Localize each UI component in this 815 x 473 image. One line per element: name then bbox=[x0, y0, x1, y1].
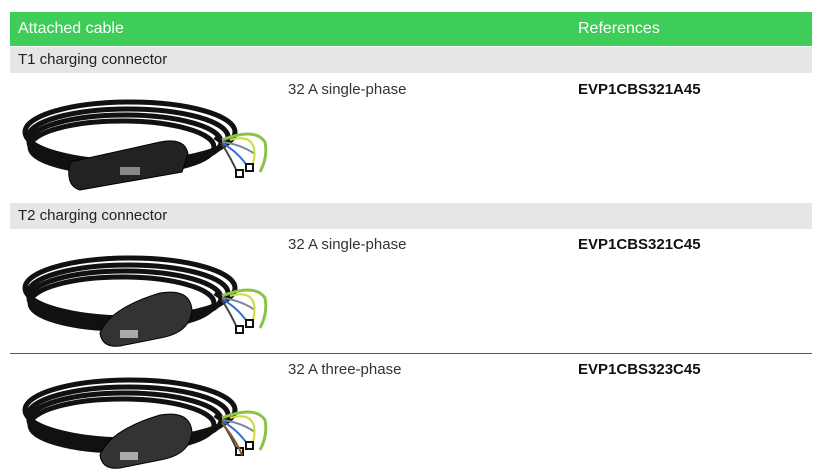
header-cell: Attached cable bbox=[18, 20, 124, 37]
product-image bbox=[10, 360, 280, 469]
row-description: 32 A single-phase bbox=[288, 81, 407, 98]
section-bar bbox=[10, 203, 812, 229]
section-bar bbox=[10, 47, 812, 73]
row-description: 32 A single-phase bbox=[288, 236, 407, 253]
header-bar bbox=[10, 12, 812, 46]
product-image bbox=[10, 238, 280, 347]
header-cell: References bbox=[578, 20, 660, 37]
row-divider bbox=[10, 353, 812, 354]
row-reference: EVP1CBS321C45 bbox=[578, 236, 701, 253]
section-title: T2 charging connector bbox=[18, 207, 168, 224]
row-description: 32 A three-phase bbox=[288, 361, 402, 378]
product-image bbox=[10, 82, 280, 191]
row-reference: EVP1CBS323C45 bbox=[578, 361, 701, 378]
row-reference: EVP1CBS321A45 bbox=[578, 81, 701, 98]
section-title: T1 charging connector bbox=[18, 51, 168, 68]
